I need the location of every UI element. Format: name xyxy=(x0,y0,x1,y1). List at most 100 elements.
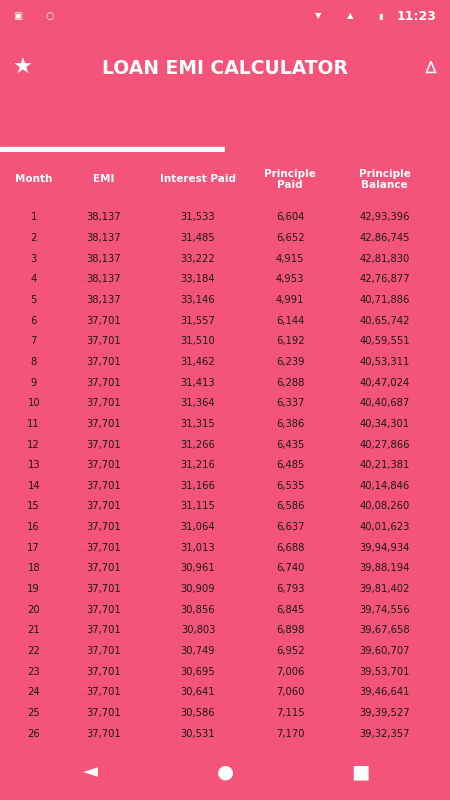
Text: 2: 2 xyxy=(31,233,37,243)
Text: 30,856: 30,856 xyxy=(181,605,215,614)
Bar xyxy=(0,147,225,152)
Text: 7,060: 7,060 xyxy=(276,687,305,698)
Bar xyxy=(225,147,450,152)
Text: ○: ○ xyxy=(45,11,54,21)
Text: 7: 7 xyxy=(31,336,37,346)
Text: 40,40,687: 40,40,687 xyxy=(360,398,410,408)
Text: 40,21,381: 40,21,381 xyxy=(360,460,410,470)
Text: Interest Paid: Interest Paid xyxy=(160,174,236,185)
Text: 42,76,877: 42,76,877 xyxy=(360,274,410,284)
Text: 31,216: 31,216 xyxy=(180,460,216,470)
Text: CALCULATE EMI: CALCULATE EMI xyxy=(61,119,164,132)
Text: 14: 14 xyxy=(27,481,40,491)
Text: 31,115: 31,115 xyxy=(180,502,216,511)
Text: 39,94,934: 39,94,934 xyxy=(360,542,410,553)
Text: 30,586: 30,586 xyxy=(181,708,215,718)
Text: 6,144: 6,144 xyxy=(276,315,305,326)
Text: MONTHLY REPORT: MONTHLY REPORT xyxy=(277,119,398,132)
Text: 6,604: 6,604 xyxy=(276,212,305,222)
Text: 37,701: 37,701 xyxy=(86,584,121,594)
Text: 23: 23 xyxy=(27,666,40,677)
Text: 39,32,357: 39,32,357 xyxy=(360,729,410,738)
Text: 39,46,641: 39,46,641 xyxy=(360,687,410,698)
Text: 8: 8 xyxy=(31,357,37,367)
Text: 38,137: 38,137 xyxy=(86,233,121,243)
Text: 40,47,024: 40,47,024 xyxy=(360,378,410,387)
Text: 37,701: 37,701 xyxy=(86,666,121,677)
Text: 40,53,311: 40,53,311 xyxy=(360,357,410,367)
Text: 39,81,402: 39,81,402 xyxy=(360,584,410,594)
Text: 31,485: 31,485 xyxy=(181,233,215,243)
Text: 7,115: 7,115 xyxy=(276,708,305,718)
Text: 37,701: 37,701 xyxy=(86,460,121,470)
Text: 39,67,658: 39,67,658 xyxy=(360,626,410,635)
Text: 6,192: 6,192 xyxy=(276,336,305,346)
Text: 20: 20 xyxy=(27,605,40,614)
Text: 7,170: 7,170 xyxy=(276,729,305,738)
Text: 17: 17 xyxy=(27,542,40,553)
Text: 31,266: 31,266 xyxy=(180,439,216,450)
Text: 39,53,701: 39,53,701 xyxy=(360,666,410,677)
Text: 31,166: 31,166 xyxy=(180,481,216,491)
Text: 38,137: 38,137 xyxy=(86,254,121,264)
Text: 16: 16 xyxy=(27,522,40,532)
Text: 7,006: 7,006 xyxy=(276,666,305,677)
Text: 30,909: 30,909 xyxy=(181,584,215,594)
Text: 33,184: 33,184 xyxy=(181,274,215,284)
Text: 6: 6 xyxy=(31,315,37,326)
Text: 31,533: 31,533 xyxy=(181,212,215,222)
Text: 37,701: 37,701 xyxy=(86,626,121,635)
Text: 9: 9 xyxy=(31,378,37,387)
Text: 4,915: 4,915 xyxy=(276,254,305,264)
Text: 22: 22 xyxy=(27,646,40,656)
Text: 33,146: 33,146 xyxy=(181,295,215,305)
Text: 33,222: 33,222 xyxy=(180,254,216,264)
Text: 31,462: 31,462 xyxy=(180,357,216,367)
Text: 10: 10 xyxy=(27,398,40,408)
Text: 42,86,745: 42,86,745 xyxy=(360,233,410,243)
Text: 6,793: 6,793 xyxy=(276,584,305,594)
Text: 42,81,830: 42,81,830 xyxy=(360,254,410,264)
Text: 30,749: 30,749 xyxy=(181,646,215,656)
Text: 21: 21 xyxy=(27,626,40,635)
Text: 40,14,846: 40,14,846 xyxy=(360,481,410,491)
Text: 40,27,866: 40,27,866 xyxy=(360,439,410,450)
Text: 31,413: 31,413 xyxy=(181,378,215,387)
Text: 40,71,886: 40,71,886 xyxy=(360,295,410,305)
Text: 37,701: 37,701 xyxy=(86,605,121,614)
Text: 6,435: 6,435 xyxy=(276,439,305,450)
Text: 37,701: 37,701 xyxy=(86,522,121,532)
Text: ■: ■ xyxy=(351,762,369,782)
Text: 6,637: 6,637 xyxy=(276,522,305,532)
Text: 4: 4 xyxy=(31,274,37,284)
Text: Month: Month xyxy=(15,174,53,185)
Text: 5: 5 xyxy=(31,295,37,305)
Text: 6,239: 6,239 xyxy=(276,357,305,367)
Text: 6,485: 6,485 xyxy=(276,460,305,470)
Text: 6,652: 6,652 xyxy=(276,233,305,243)
Text: 40,01,623: 40,01,623 xyxy=(360,522,410,532)
Text: 18: 18 xyxy=(27,563,40,574)
Text: 24: 24 xyxy=(27,687,40,698)
Text: ▣: ▣ xyxy=(14,11,23,21)
Text: 31,013: 31,013 xyxy=(181,542,215,553)
Text: 38,137: 38,137 xyxy=(86,212,121,222)
Text: 4,991: 4,991 xyxy=(276,295,305,305)
Text: 6,898: 6,898 xyxy=(276,626,305,635)
Text: Principle
Balance: Principle Balance xyxy=(359,169,411,190)
Text: 37,701: 37,701 xyxy=(86,398,121,408)
Text: ▲: ▲ xyxy=(346,11,353,21)
Text: 37,701: 37,701 xyxy=(86,646,121,656)
Text: 37,701: 37,701 xyxy=(86,542,121,553)
Text: 40,65,742: 40,65,742 xyxy=(360,315,410,326)
Text: 40,08,260: 40,08,260 xyxy=(360,502,410,511)
Text: 37,701: 37,701 xyxy=(86,481,121,491)
Text: 31,510: 31,510 xyxy=(180,336,216,346)
Text: ◄: ◄ xyxy=(82,762,98,782)
Text: 12: 12 xyxy=(27,439,40,450)
Text: 42,93,396: 42,93,396 xyxy=(360,212,410,222)
Text: LOAN EMI CALCULATOR: LOAN EMI CALCULATOR xyxy=(102,58,348,78)
Text: 30,695: 30,695 xyxy=(180,666,216,677)
Text: ▼: ▼ xyxy=(315,11,321,21)
Text: 1: 1 xyxy=(31,212,37,222)
